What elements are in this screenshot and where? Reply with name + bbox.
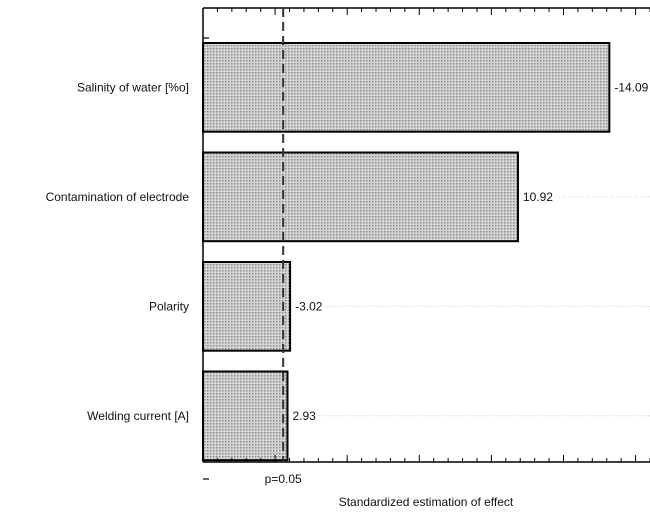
value-labels: -14.09 10.92 -3.02 2.93 (293, 80, 649, 423)
reference-line-group: p=0.05 (265, 8, 302, 486)
category-label-4: Welding current [A] (87, 409, 189, 423)
bar-4 (202, 370, 289, 462)
category-label-2: Contamination of electrode (46, 190, 190, 204)
value-label-3: -3.02 (295, 299, 323, 313)
value-label-2: 10.92 (523, 190, 553, 204)
category-label-3: Polarity (149, 299, 189, 313)
bar-1 (202, 42, 611, 133)
bar-3 (202, 261, 292, 352)
category-labels: Salinity of water [%o] Contamination of e… (46, 80, 190, 423)
bars (202, 42, 611, 462)
axis-ticks (202, 8, 650, 480)
category-label-1: Salinity of water [%o] (77, 80, 189, 94)
value-label-1: -14.09 (614, 80, 648, 94)
significance-label: p=0.05 (265, 472, 302, 486)
x-axis-title: Standardized estimation of effect (339, 495, 514, 509)
leader-lines (318, 196, 650, 417)
value-label-4: 2.93 (293, 409, 317, 423)
bar-2 (202, 151, 519, 243)
